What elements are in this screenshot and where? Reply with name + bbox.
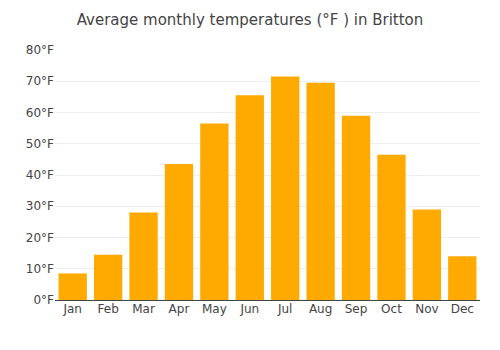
svg-text:May: May: [202, 302, 227, 316]
svg-text:Average monthly temperatures (: Average monthly temperatures (°F ) in Br…: [77, 11, 424, 29]
svg-text:10°F: 10°F: [26, 262, 54, 276]
svg-text:Mar: Mar: [132, 302, 155, 316]
svg-text:Apr: Apr: [169, 302, 190, 316]
svg-text:Oct: Oct: [381, 302, 402, 316]
svg-text:20°F: 20°F: [26, 231, 54, 245]
svg-text:Dec: Dec: [451, 302, 474, 316]
svg-text:Sep: Sep: [345, 302, 368, 316]
svg-text:Feb: Feb: [98, 302, 119, 316]
svg-text:40°F: 40°F: [26, 168, 54, 182]
svg-text:Jan: Jan: [62, 302, 82, 316]
svg-text:Aug: Aug: [309, 302, 332, 316]
svg-text:Nov: Nov: [415, 302, 438, 316]
svg-text:50°F: 50°F: [26, 137, 54, 151]
svg-text:60°F: 60°F: [26, 106, 54, 120]
svg-text:Jun: Jun: [239, 302, 259, 316]
svg-text:70°F: 70°F: [26, 74, 54, 88]
svg-text:30°F: 30°F: [26, 199, 54, 213]
svg-text:80°F: 80°F: [26, 43, 54, 57]
svg-text:Jul: Jul: [277, 302, 292, 316]
svg-text:0°F: 0°F: [33, 293, 54, 307]
